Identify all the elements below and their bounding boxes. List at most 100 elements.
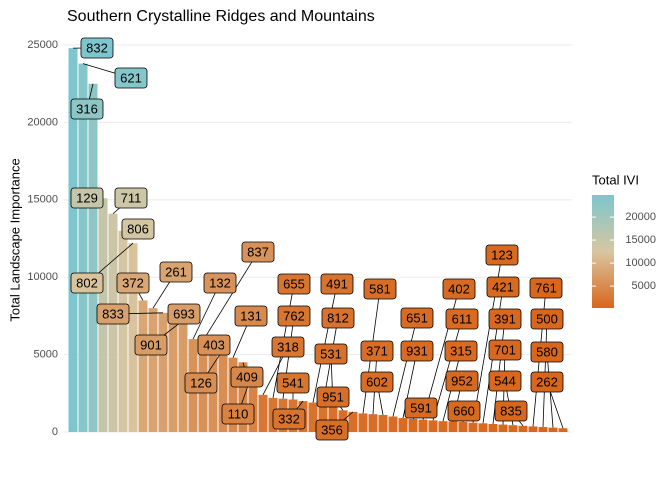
bar-label: 812: [327, 310, 349, 325]
label-box: [444, 340, 478, 362]
label-box: [116, 272, 150, 294]
label-box: [488, 339, 522, 361]
label-connector: [432, 318, 463, 421]
label-box: [114, 187, 148, 209]
label-box: [70, 272, 104, 294]
bar-label: 651: [406, 310, 428, 325]
bar-label: 315: [450, 343, 472, 358]
bar: [238, 362, 248, 432]
bar-label: 544: [494, 373, 516, 388]
bar: [408, 418, 418, 432]
bar-label: 541: [282, 375, 304, 390]
label-box: [134, 334, 168, 356]
label-box: [447, 400, 481, 422]
bar-label: 316: [76, 101, 98, 116]
bar-label: 110: [228, 406, 249, 421]
bar: [78, 63, 88, 432]
y-tick-label: 20000: [27, 116, 58, 128]
label-box: [184, 372, 218, 394]
bar-label: 602: [366, 374, 388, 389]
y-tick-label: 15000: [27, 194, 58, 206]
colorbar: [592, 195, 614, 308]
bar-label: 581: [369, 281, 391, 296]
y-axis-label: Total Landscape Importance: [7, 158, 22, 321]
legend-tick-label: 20000: [625, 211, 656, 223]
bar: [518, 425, 528, 432]
bar-label: 402: [448, 281, 470, 296]
bar: [228, 357, 238, 432]
bar-label: 132: [209, 275, 231, 290]
bar: [478, 423, 488, 432]
label-box: [197, 334, 231, 356]
label-box: [530, 341, 564, 363]
label-box: [276, 372, 310, 394]
bar-label: 701: [494, 342, 516, 357]
label-box: [320, 273, 354, 295]
label-box: [277, 305, 311, 327]
y-tick-label: 0: [52, 426, 58, 438]
bar-label: 356: [321, 422, 343, 437]
label-box: [488, 370, 522, 392]
bar: [448, 421, 458, 432]
bar-label: 901: [140, 337, 162, 352]
bar-label: 621: [120, 70, 142, 85]
label-box: [488, 308, 522, 330]
label-box: [241, 241, 275, 263]
bar: [128, 243, 138, 432]
label-box: [234, 305, 268, 327]
bar-label: 802: [76, 275, 98, 290]
label-box: [486, 276, 520, 298]
bar: [558, 428, 568, 432]
bar: [438, 421, 448, 432]
bar-label: 693: [173, 306, 195, 321]
label-box: [530, 308, 564, 330]
bar-label: 421: [492, 279, 514, 294]
bar-label: 835: [500, 403, 522, 418]
label-box: [530, 371, 564, 393]
bar: [158, 312, 168, 432]
bar: [138, 300, 148, 432]
legend-tick-label: 5000: [632, 280, 656, 292]
bar: [348, 411, 358, 432]
bar-label: 580: [536, 344, 558, 359]
label-box: [70, 98, 104, 120]
bar: [118, 230, 128, 432]
bar-label: 126: [190, 375, 212, 390]
bar-label: 952: [451, 373, 473, 388]
bar-label: 318: [277, 339, 299, 354]
bar-label: 711: [121, 190, 142, 205]
bar-label: 611: [452, 311, 473, 326]
bar: [458, 421, 468, 432]
bar: [68, 48, 78, 432]
label-box: [277, 273, 311, 295]
bar: [308, 402, 318, 432]
bar: [488, 423, 498, 432]
bar-label: 931: [406, 343, 428, 358]
bar-label: 531: [320, 346, 342, 361]
label-box: [529, 277, 563, 299]
label-box: [80, 37, 114, 59]
label-box: [70, 187, 104, 209]
label-connector: [392, 317, 418, 417]
bar: [548, 427, 558, 432]
bar-label: 655: [283, 276, 305, 291]
label-box: [485, 244, 519, 266]
label-box: [271, 336, 305, 358]
bar: [508, 425, 518, 432]
label-box: [442, 278, 476, 300]
bar: [88, 83, 98, 433]
bar-label: 951: [322, 389, 344, 404]
label-box: [96, 303, 130, 325]
label-box: [315, 419, 349, 441]
bar: [178, 320, 188, 432]
label-box: [445, 308, 479, 330]
label-box: [400, 307, 434, 329]
bar-label: 491: [326, 276, 348, 291]
bar-label: 129: [76, 190, 98, 205]
label-box: [316, 386, 350, 408]
bar-label: 372: [122, 275, 144, 290]
label-box: [400, 340, 434, 362]
bar: [468, 422, 478, 432]
label-box: [159, 261, 193, 283]
